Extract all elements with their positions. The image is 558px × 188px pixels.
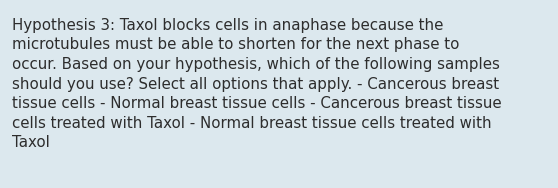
Text: Hypothesis 3: Taxol blocks cells in anaphase because the: Hypothesis 3: Taxol blocks cells in anap…: [12, 18, 444, 33]
Text: microtubules must be able to shorten for the next phase to: microtubules must be able to shorten for…: [12, 37, 459, 52]
Text: tissue cells - Normal breast tissue cells - Cancerous breast tissue: tissue cells - Normal breast tissue cell…: [12, 96, 502, 111]
Text: cells treated with Taxol - Normal breast tissue cells treated with: cells treated with Taxol - Normal breast…: [12, 115, 492, 130]
Text: occur. Based on your hypothesis, which of the following samples: occur. Based on your hypothesis, which o…: [12, 57, 500, 72]
Text: should you use? Select all options that apply. - Cancerous breast: should you use? Select all options that …: [12, 77, 499, 92]
Text: Taxol: Taxol: [12, 135, 50, 150]
